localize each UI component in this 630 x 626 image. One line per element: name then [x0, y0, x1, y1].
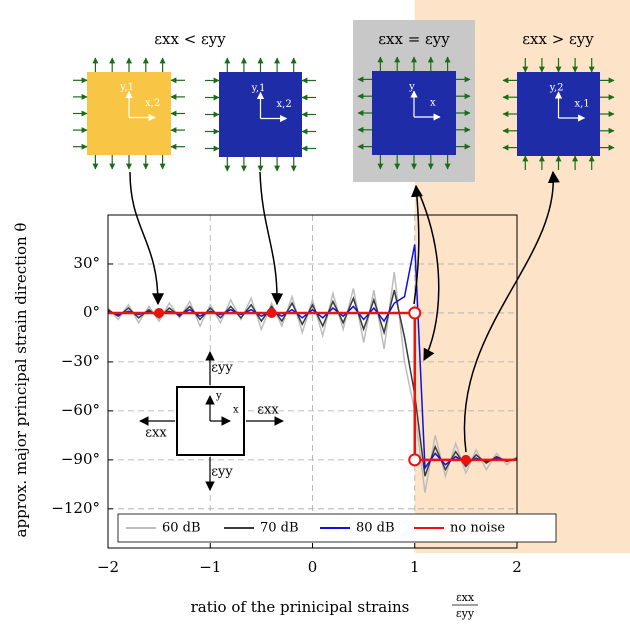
strain-arrows [502, 58, 615, 170]
y-tick-label: 30° [73, 254, 100, 272]
inset-label: εxx [257, 403, 279, 418]
legend-label: 70 dB [260, 521, 299, 536]
y-tick-label: −120° [51, 499, 100, 517]
diagram-title: εxx = εyy [378, 30, 450, 48]
axis-label: x [430, 98, 436, 109]
x-axis-label: ratio of the prinicipal strains [191, 598, 410, 616]
diagram-title: εxx < εyy [154, 30, 226, 48]
point-marker [408, 306, 422, 320]
y-axis-label: approx. major principal strain direction… [12, 223, 30, 538]
strain-arrows [205, 57, 316, 172]
legend-label: 60 dB [162, 521, 201, 536]
legend-label: 80 dB [356, 521, 395, 536]
y-tick-label: 0° [83, 303, 100, 321]
arrow [463, 170, 560, 453]
x-tick-label: −1 [199, 558, 221, 576]
arrow [259, 171, 284, 306]
arrow [415, 185, 440, 362]
axis-label: y [408, 82, 415, 93]
y-tick-label: −60° [61, 401, 100, 419]
axis-label: x,2 [145, 98, 160, 109]
axis-label: x,2 [277, 99, 292, 110]
inset-axis-label: y [215, 391, 222, 402]
strain-arrows [73, 57, 185, 170]
axis-label: x,1 [575, 99, 590, 110]
inset-label: εxx [145, 426, 167, 441]
strain-arrows [357, 56, 471, 170]
arrow [411, 184, 423, 305]
diagrams: y,1 x,2 y,1 x,2 y x y,2 x,1 [73, 56, 615, 172]
x-axis-label-denominator: εyy [456, 607, 475, 620]
diagram-title: εxx > εyy [522, 30, 594, 48]
legend: 60 dB 70 dB 80 dB no noise [117, 513, 557, 543]
axis-label: y,1 [251, 83, 266, 94]
plot-frame [107, 214, 518, 549]
x-tick-label: 0 [308, 558, 318, 576]
arrow [129, 171, 164, 306]
axis-label: y,1 [119, 82, 134, 93]
legend-label: no noise [450, 521, 505, 536]
point-marker [408, 453, 422, 467]
point-marker [266, 307, 277, 318]
x-axis-label-numerator: εxx [456, 591, 475, 604]
y-tick-label: −30° [61, 352, 100, 370]
plot: −2 −1 0 1 2 30° 0° −30° −60° −90° −120° 60 dB 70 dB 8… [51, 214, 557, 576]
inset-diagram: εyy εyy εxx εxx y x [139, 351, 284, 491]
point-marker [154, 307, 165, 318]
axis-label: y,2 [549, 83, 564, 94]
x-tick-label: 2 [512, 558, 522, 576]
inset-axis-label: x [233, 405, 239, 416]
point-marker [460, 454, 471, 465]
y-tick-label: −90° [61, 450, 100, 468]
connector-arrows [129, 170, 560, 453]
x-tick-label: 1 [410, 558, 420, 576]
x-tick-label: −2 [97, 558, 119, 576]
inset-label: εyy [211, 361, 233, 376]
inset-label: εyy [211, 465, 233, 480]
